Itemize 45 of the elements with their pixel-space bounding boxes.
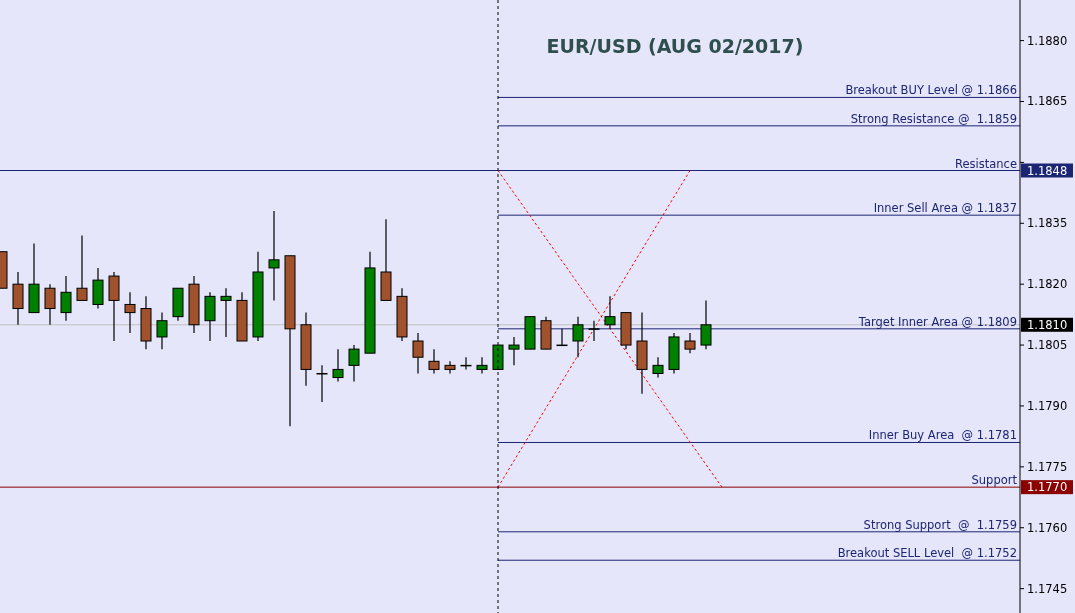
candlestick [444,360,456,375]
candlestick [508,336,520,366]
candlestick [572,316,584,358]
y-tick-label: 1.1790 [1027,398,1068,413]
y-tick-label: 1.1880 [1027,33,1068,48]
ref-line-label: Support [971,473,1018,488]
ref-line-label: Target Inner Area @ 1.1809 [857,314,1017,329]
ref-line-label: Strong Resistance @ 1.1859 [850,111,1017,126]
y-tick-label: 1.1805 [1027,338,1068,353]
candlestick [220,287,232,338]
candlestick [460,356,472,371]
candlestick [76,234,88,302]
y-tick-label: 1.1848 [1027,163,1068,178]
candlestick [268,210,280,302]
y-tick-label: 1.1745 [1027,581,1068,596]
y-tick-label: 1.1770 [1027,480,1068,495]
text: EUR/USD (AUG 02/2017) [546,35,804,57]
y-tick-label: 1.1810 [1027,317,1068,332]
y-tick-label: 1.1835 [1027,216,1068,231]
ref-line-label: Inner Buy Area @ 1.1781 [868,428,1017,443]
y-tick-label: 1.1775 [1027,459,1068,474]
candlestick [332,348,344,383]
candlestick [124,291,136,334]
y-tick-label: 1.1865 [1027,94,1068,109]
candlestick [476,356,488,375]
candlestick [428,348,440,375]
candlestick [604,295,616,330]
candlestick [44,283,56,326]
ref-line-label: Inner Sell Area @ 1.1837 [873,201,1017,216]
y-tick-label: 1.1820 [1027,277,1068,292]
ref-line-label: Strong Support @ 1.1759 [863,517,1017,532]
y-tick-label: 1.1760 [1027,520,1068,535]
ref-line-label: Resistance [955,156,1017,171]
candlestick [316,364,328,403]
candlestick [684,332,696,354]
ref-line-label: Breakout BUY Level @ 1.1866 [845,83,1017,98]
candlestick [556,328,568,347]
candlestick [412,332,424,375]
candlestick [588,320,600,342]
candlestick [60,275,72,322]
candlestick [700,299,712,350]
ref-line-label: Breakout SELL Level @ 1.1752 [837,546,1017,561]
candlestick [348,344,360,383]
candlestick [652,356,664,379]
candlestick [156,311,168,350]
